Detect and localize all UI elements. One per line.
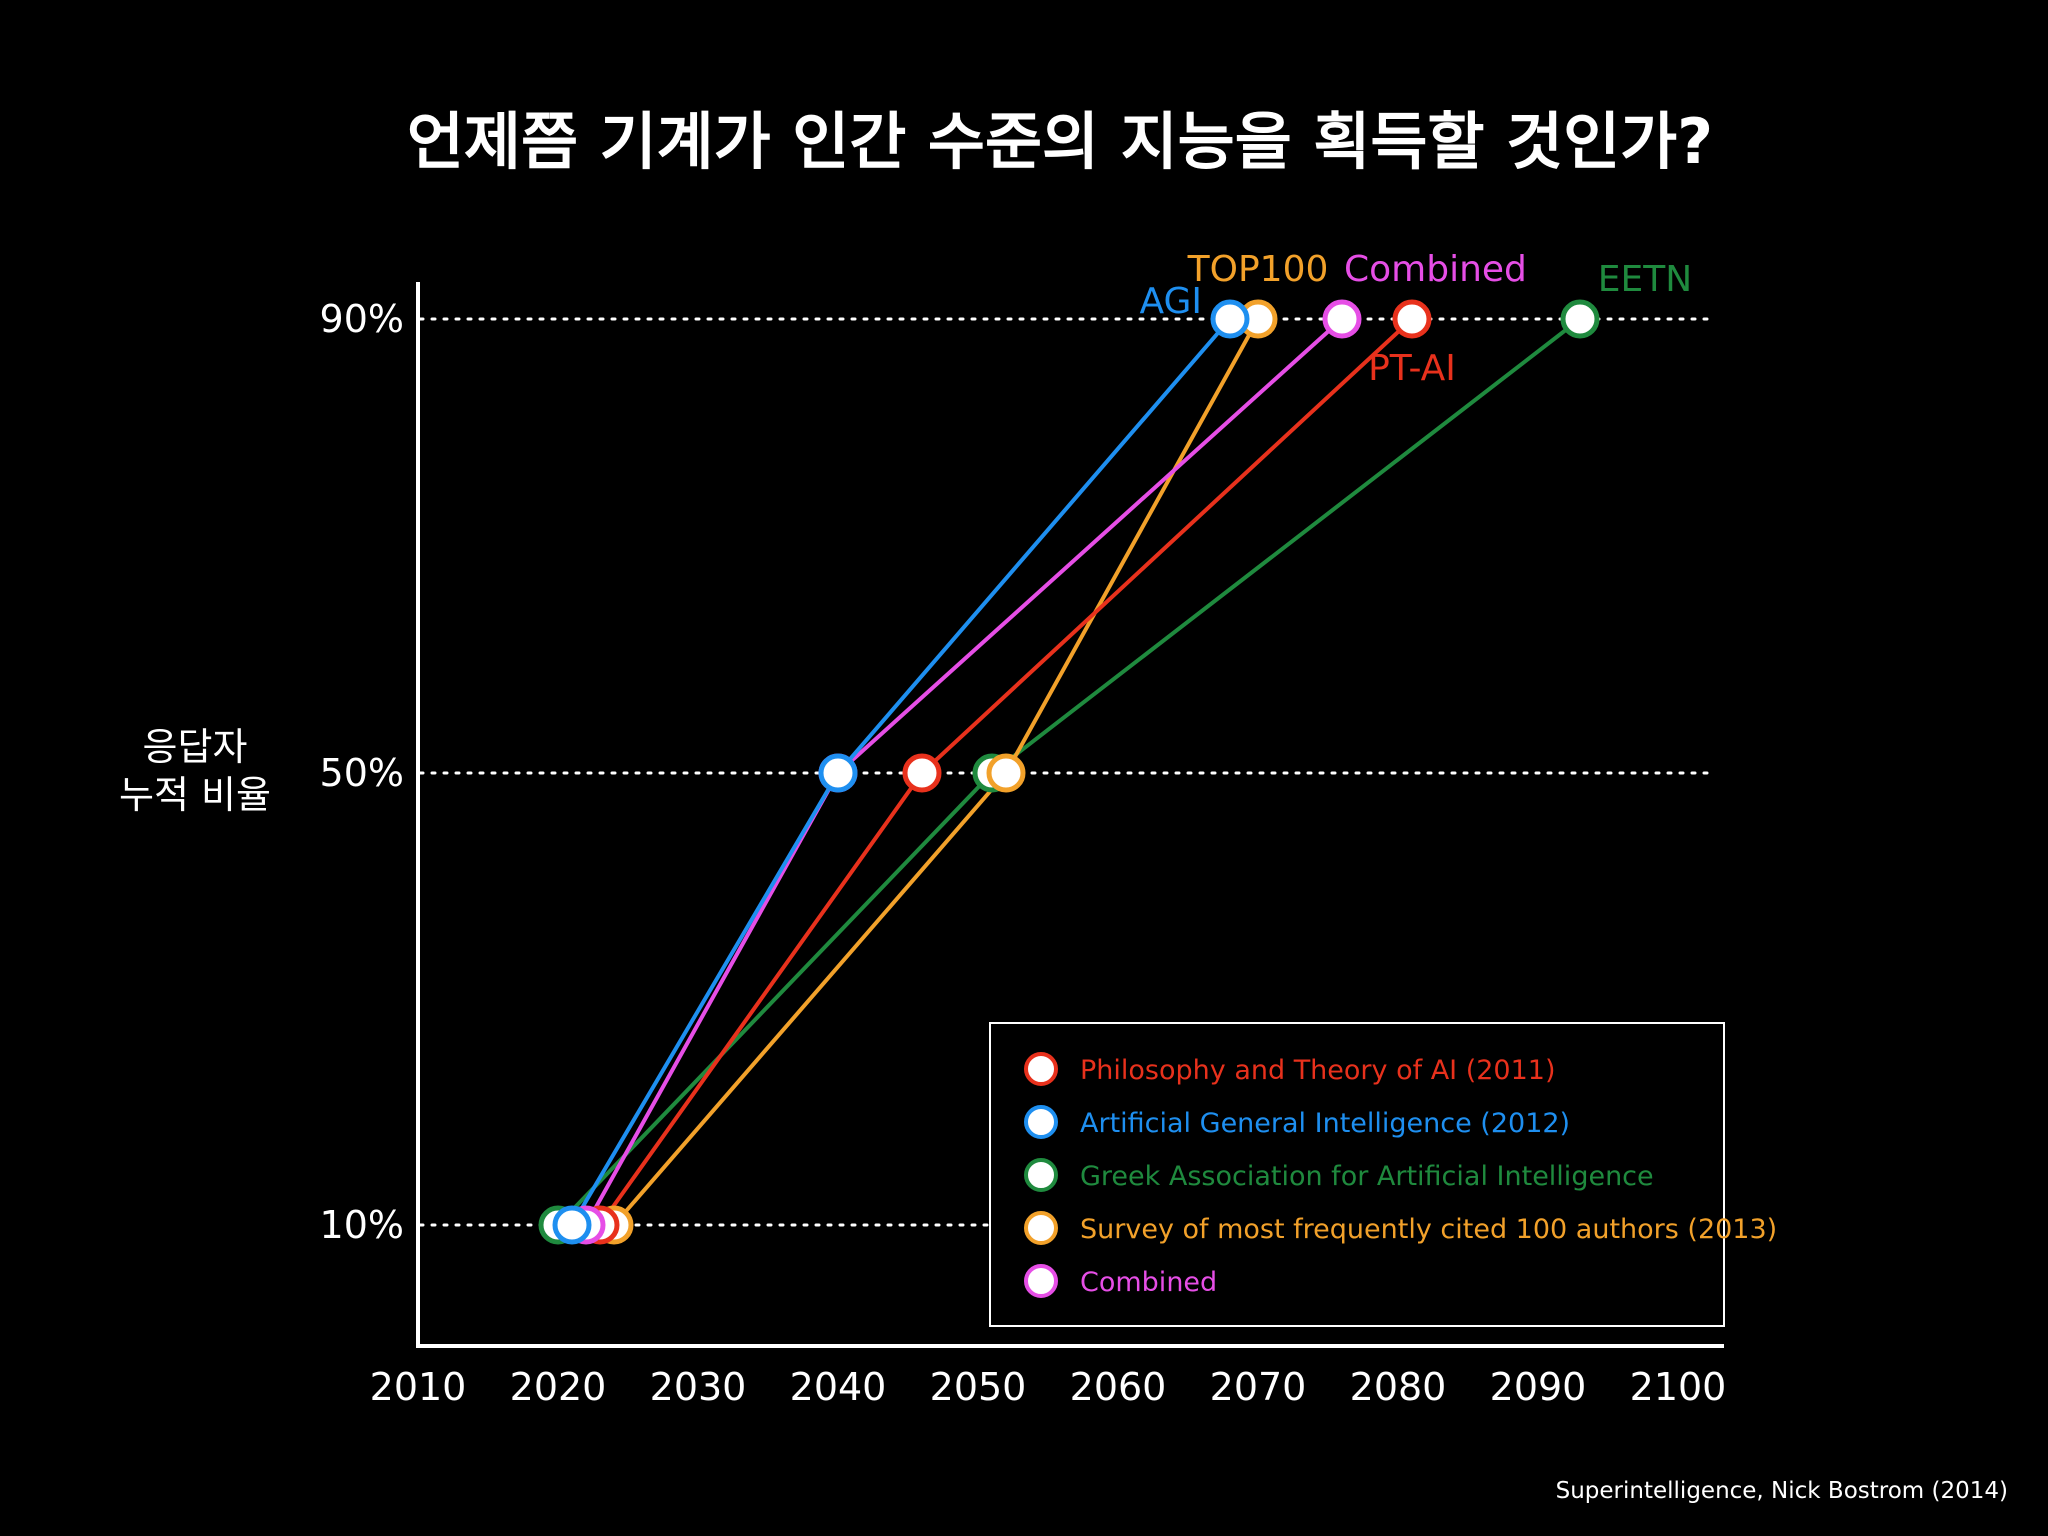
y-tick-label: 10% [320, 1203, 404, 1247]
series-label-combined: Combined [1344, 249, 1527, 290]
series-label-ptai: PT-AI [1368, 348, 1456, 389]
series-label-top100: TOP100 [1187, 249, 1329, 290]
legend-label: Artificial General Intelligence (2012) [1080, 1108, 1570, 1139]
x-tick-label: 2030 [650, 1365, 747, 1409]
data-point-agi [1210, 299, 1250, 339]
series-label-agi: AGI [1139, 281, 1202, 322]
data-point-agi [818, 753, 858, 793]
legend: Philosophy and Theory of AI (2011) Artifi… [989, 1022, 1777, 1327]
data-point-combined [1322, 299, 1362, 339]
x-tick-label: 2070 [1210, 1365, 1307, 1409]
data-point-agi [552, 1205, 592, 1245]
x-tick-label: 2080 [1350, 1365, 1447, 1409]
x-tick-label: 2090 [1490, 1365, 1587, 1409]
y-axis-label-line-1: 응답자 [143, 725, 248, 769]
x-tick-label: 2100 [1630, 1365, 1727, 1409]
tick-labels: 10% 50% 90% 2010 2020 2030 2040 2050 2060 2070 208… [320, 297, 1727, 1409]
legend-marker-top100 [1024, 1211, 1058, 1245]
legend-marker-combined [1024, 1264, 1058, 1298]
legend-marker-agi [1024, 1105, 1058, 1139]
x-tick-label: 2050 [930, 1365, 1027, 1409]
legend-box [989, 1022, 1725, 1327]
x-tick-label: 2010 [370, 1365, 467, 1409]
legend-marker-ptai [1024, 1052, 1058, 1086]
x-tick-label: 2040 [790, 1365, 887, 1409]
legend-label: Philosophy and Theory of AI (2011) [1080, 1055, 1556, 1086]
data-point-ptai [1392, 299, 1432, 339]
data-point-eetn [1560, 299, 1600, 339]
data-point-ptai [902, 753, 942, 793]
chart-title: 언제쯤 기계가 인간 수준의 지능을 획득할 것인가? [407, 105, 1713, 178]
source-credit: Superintelligence, Nick Bostrom (2014) [1556, 1478, 2008, 1504]
data-point-top100 [986, 753, 1026, 793]
legend-marker-eetn [1024, 1158, 1058, 1192]
y-tick-label: 90% [320, 297, 404, 341]
series-label-eetn: EETN [1598, 259, 1692, 300]
legend-label: Survey of most frequently cited 100 auth… [1080, 1214, 1777, 1245]
x-tick-label: 2020 [510, 1365, 607, 1409]
series-labels: EETN TOP100 PT-AI Combined AGI [1139, 249, 1692, 389]
y-axis-label-line-2: 누적 비율 [119, 773, 271, 817]
x-tick-label: 2060 [1070, 1365, 1167, 1409]
legend-label: Combined [1080, 1267, 1217, 1298]
axes [416, 282, 1724, 1348]
y-tick-label: 50% [320, 751, 404, 795]
legend-label: Greek Association for Artificial Intelli… [1080, 1161, 1654, 1192]
data-points [538, 299, 1600, 1245]
